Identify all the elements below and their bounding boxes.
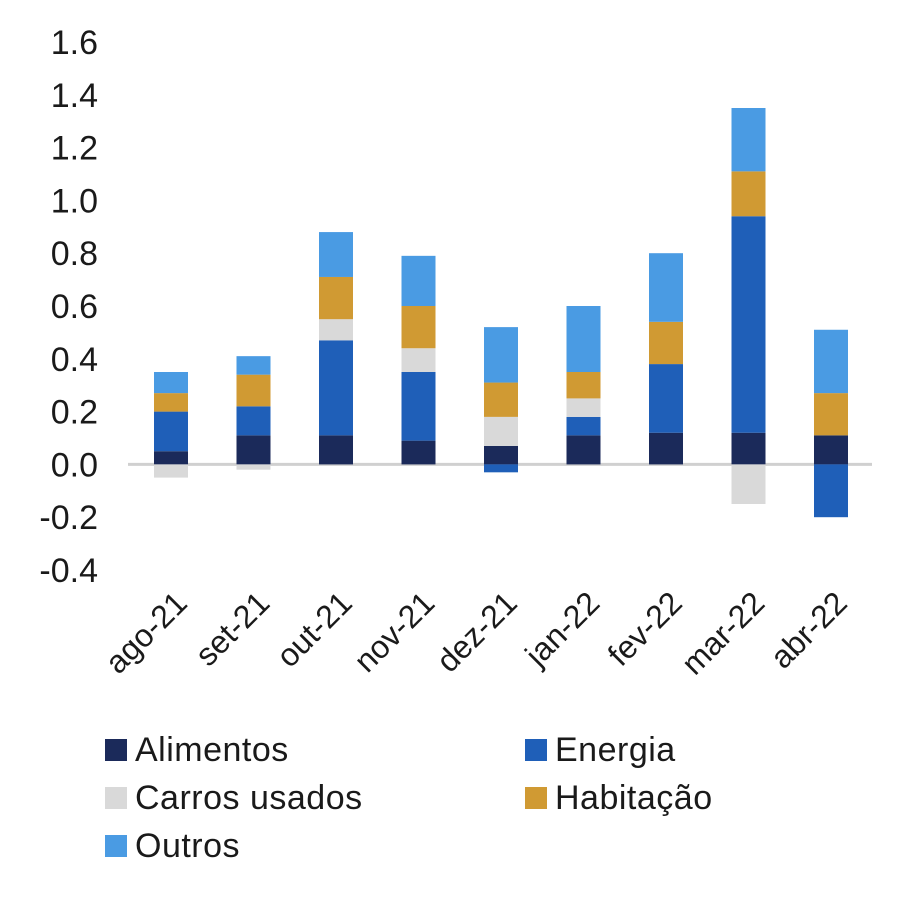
bar-segment-outros-fev-22	[649, 253, 683, 322]
bar-segment-habita-o-dez-21	[484, 382, 518, 417]
x-tick-label: nov-21	[347, 584, 442, 679]
bar-segment-carros-usados-out-21	[319, 319, 353, 341]
bar-segment-habita-o-set-21	[236, 374, 271, 407]
bar-segment-energia-mar-22	[731, 216, 766, 433]
bar-segment-habita-o-fev-22	[649, 321, 683, 365]
y-tick-label: 1.6	[51, 24, 98, 62]
legend-swatch	[525, 739, 547, 761]
x-tick-label: fev-22	[601, 584, 689, 672]
bar-segment-energia-set-21	[236, 406, 271, 436]
bar-segment-alimentos-dez-21	[484, 445, 518, 465]
y-tick-label: 0.2	[51, 394, 98, 432]
legend-swatch	[105, 835, 127, 857]
y-tick-label: 0.6	[51, 288, 98, 326]
legend-label: Energia	[555, 730, 676, 769]
bar-segment-energia-jan-22	[566, 416, 601, 436]
legend-swatch	[105, 787, 127, 809]
bar-segment-habita-o-out-21	[319, 276, 353, 320]
bar-segment-alimentos-set-21	[236, 435, 271, 465]
bar-segment-alimentos-fev-22	[649, 432, 683, 465]
legend-item: Energia	[525, 728, 865, 772]
bar-segment-alimentos-jan-22	[566, 435, 601, 465]
y-tick-label: 0.4	[51, 341, 98, 379]
bar-segment-energia-out-21	[319, 340, 353, 436]
legend-swatch	[525, 787, 547, 809]
bar-segment-alimentos-out-21	[319, 435, 353, 465]
bar-segment-carros-usados-set-21	[236, 464, 271, 470]
y-tick-label: 1.2	[51, 130, 98, 168]
bars	[154, 108, 848, 518]
legend-swatch	[105, 739, 127, 761]
y-tick-label: 1.4	[51, 77, 98, 115]
bar-segment-energia-abr-22	[814, 464, 848, 518]
x-tick-label: jan-22	[517, 584, 606, 673]
bar-segment-outros-ago-21	[154, 372, 188, 394]
bar-segment-alimentos-nov-21	[401, 440, 436, 465]
bar-segment-energia-dez-21	[484, 464, 518, 473]
y-tick-label: 0.8	[51, 235, 98, 273]
bar-segment-alimentos-ago-21	[154, 451, 188, 465]
x-tick-label: set-21	[188, 584, 276, 672]
legend: Alimentos Energia Carros usados Habitação Ou…	[105, 728, 865, 868]
bar-segment-outros-jan-22	[566, 306, 601, 372]
bar-segment-habita-o-nov-21	[401, 306, 436, 349]
bar-segment-outros-dez-21	[484, 327, 518, 383]
bar-segment-outros-abr-22	[814, 329, 848, 394]
legend-label: Alimentos	[135, 730, 289, 769]
x-tick-label: abr-22	[763, 584, 854, 675]
bar-segment-outros-set-21	[236, 356, 271, 375]
legend-label: Outros	[135, 826, 241, 865]
x-tick-label: mar-22	[674, 584, 771, 681]
legend-item: Habitação	[525, 776, 865, 820]
bar-segment-habita-o-abr-22	[814, 393, 848, 436]
bar-segment-alimentos-mar-22	[731, 432, 766, 465]
bar-segment-outros-mar-22	[731, 108, 766, 172]
bar-segment-energia-nov-21	[401, 372, 436, 441]
y-axis: 1.6 1.4 1.2 1.0 0.8 0.6 0.4 0.2 0.0 -0.2 -0.4	[39, 24, 98, 590]
legend-label: Habitação	[555, 778, 713, 817]
x-tick-label: dez-21	[429, 584, 524, 679]
legend-label: Carros usados	[135, 778, 363, 817]
bar-segment-carros-usados-mar-22	[731, 464, 766, 504]
x-axis: ago-21set-21out-21nov-21dez-21jan-22fev-…	[98, 584, 854, 681]
bar-segment-habita-o-ago-21	[154, 393, 188, 412]
bar-segment-energia-fev-22	[649, 364, 683, 433]
bar-segment-carros-usados-dez-21	[484, 416, 518, 446]
legend-item: Carros usados	[105, 776, 525, 820]
bar-segment-carros-usados-nov-21	[401, 348, 436, 372]
y-tick-label: 0.0	[51, 446, 98, 484]
bar-segment-habita-o-mar-22	[731, 171, 766, 217]
bar-segment-carros-usados-jan-22	[566, 398, 601, 417]
bar-segment-outros-out-21	[319, 232, 353, 277]
y-tick-label: 1.0	[51, 182, 98, 220]
bar-segment-habita-o-jan-22	[566, 372, 601, 399]
legend-item: Outros	[105, 824, 525, 868]
legend-item: Alimentos	[105, 728, 525, 772]
bar-segment-alimentos-abr-22	[814, 435, 848, 465]
bar-segment-outros-nov-21	[401, 255, 436, 306]
x-tick-label: ago-21	[98, 584, 194, 680]
x-tick-label: out-21	[269, 584, 359, 674]
y-tick-label: -0.4	[39, 552, 98, 590]
bar-segment-energia-ago-21	[154, 411, 188, 452]
bar-segment-carros-usados-ago-21	[154, 464, 188, 478]
y-tick-label: -0.2	[39, 499, 98, 537]
